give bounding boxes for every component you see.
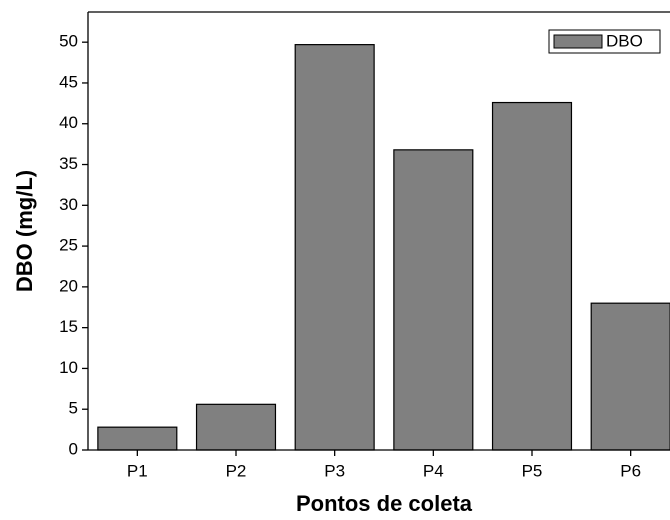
y-tick-label: 20: [59, 276, 78, 295]
x-tick-label: P1: [127, 461, 148, 480]
y-tick-label: 45: [59, 72, 78, 91]
bar: [294, 44, 375, 451]
legend-swatch: [553, 34, 603, 49]
bar: [195, 403, 277, 451]
bar: [97, 426, 178, 451]
bar: [393, 149, 474, 451]
y-tick-label: 25: [59, 236, 78, 255]
y-tick-label: 15: [59, 317, 78, 336]
y-axis-label: DBO (mg/L): [12, 170, 37, 292]
bar: [491, 101, 573, 451]
y-tick-label: 40: [59, 113, 78, 132]
x-tick-label: P2: [226, 461, 247, 480]
y-tick-label: 5: [69, 399, 78, 418]
bar: [590, 302, 670, 451]
plot-area: [97, 44, 670, 451]
x-tick-label: P4: [423, 461, 444, 480]
y-tick-label: 10: [59, 358, 78, 377]
x-tick-label: P3: [324, 461, 345, 480]
x-axis-label: Pontos de coleta: [296, 491, 473, 516]
y-tick-label: 35: [59, 154, 78, 173]
legend-label: DBO: [606, 31, 643, 50]
x-tick-label: P5: [522, 461, 543, 480]
y-tick-label: 0: [69, 439, 78, 458]
x-tick-label: P6: [620, 461, 641, 480]
y-tick-label: 50: [59, 32, 78, 51]
y-tick-label: 30: [59, 195, 78, 214]
